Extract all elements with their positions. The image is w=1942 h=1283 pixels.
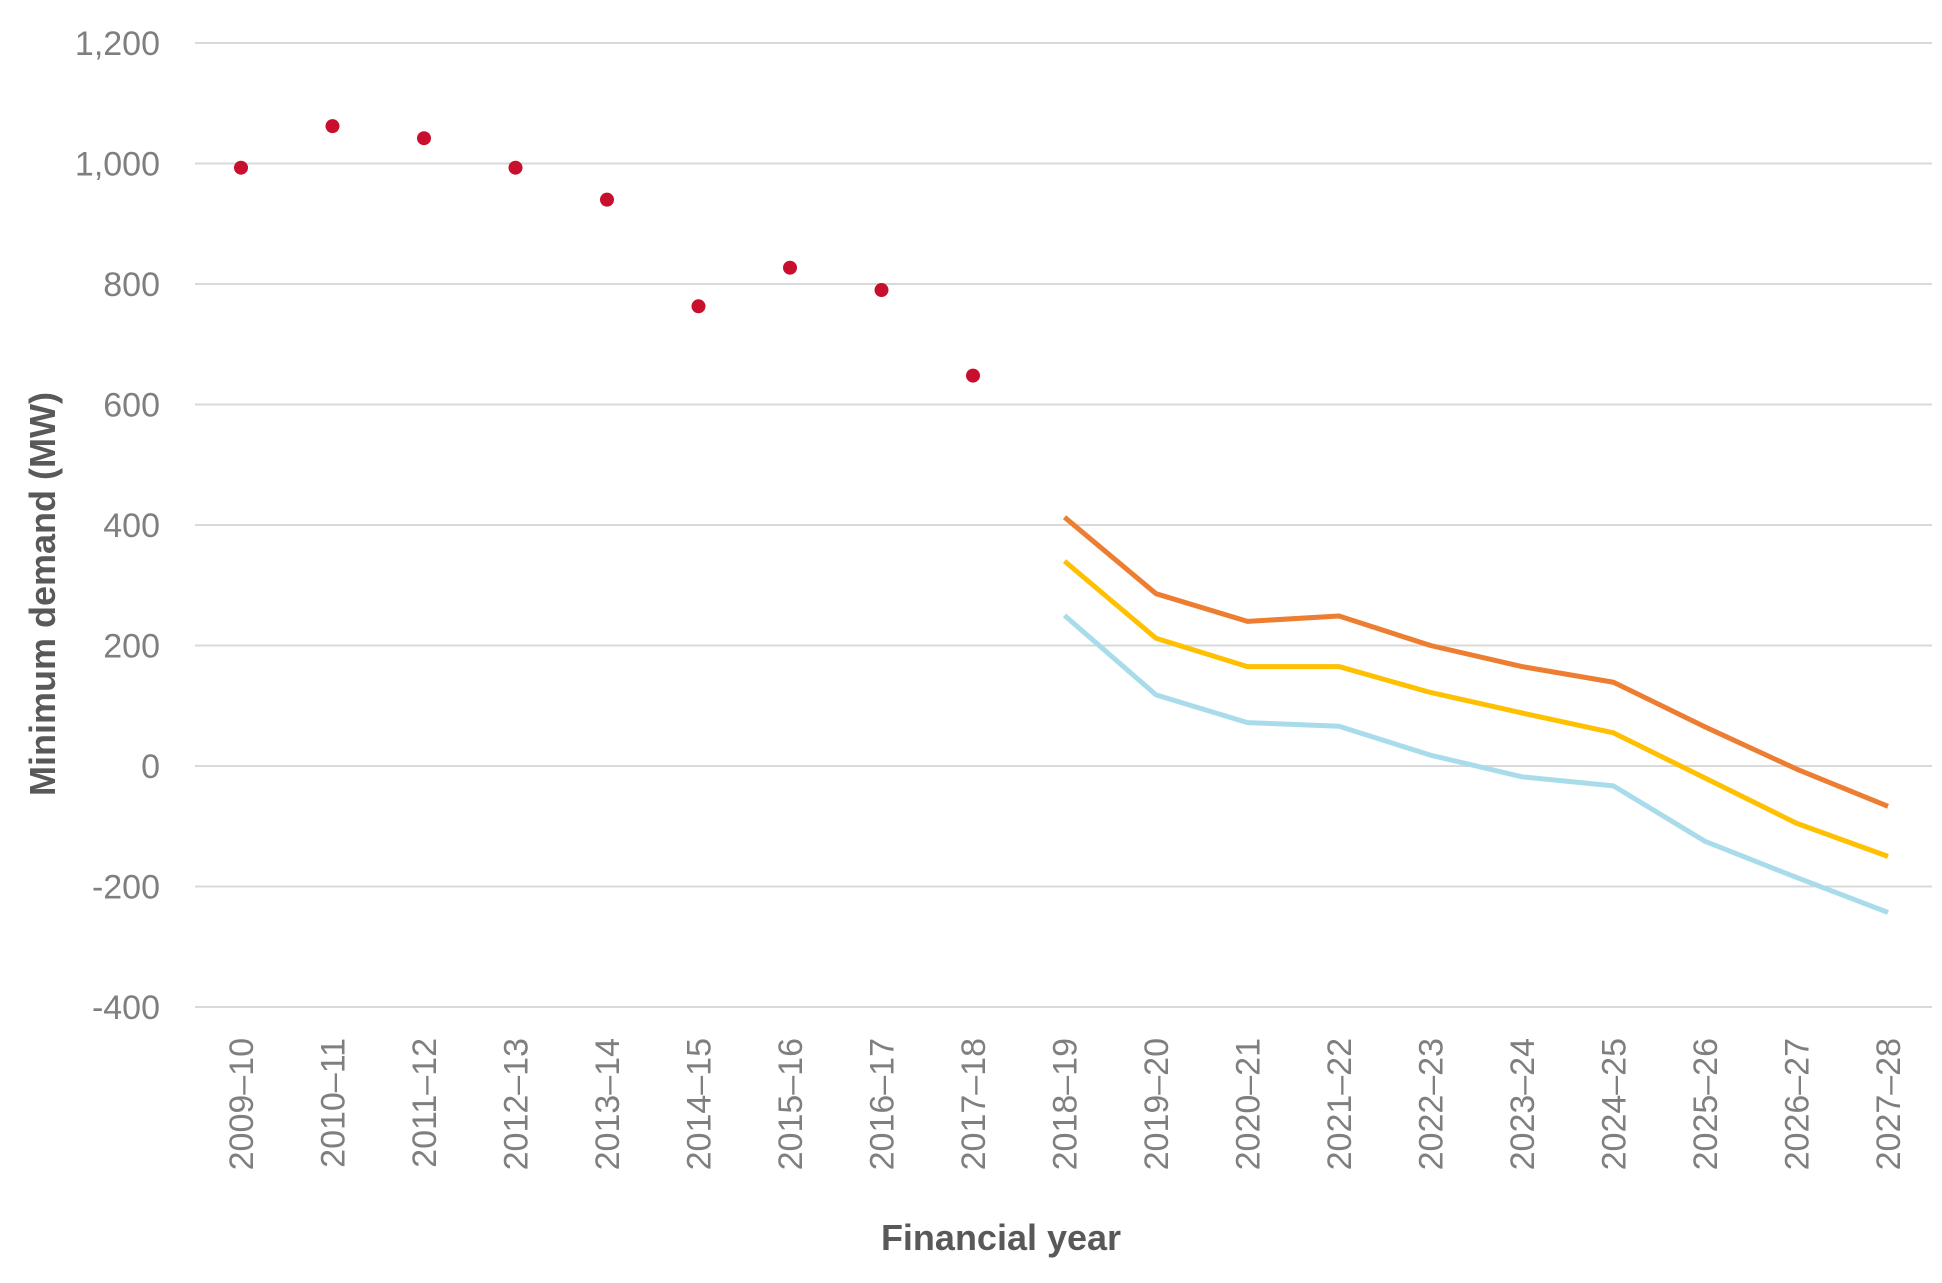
x-tick-label: 2011–12	[406, 1038, 444, 1168]
y-tick-label: -400	[92, 989, 160, 1027]
data-point	[508, 160, 523, 175]
series-line-2	[1062, 559, 1889, 859]
data-point	[417, 131, 431, 146]
y-tick-label: 1,000	[75, 146, 160, 184]
x-tick-label: 2026–27	[1779, 1038, 1817, 1170]
grid-layer	[195, 42, 1932, 1008]
data-point	[234, 160, 248, 175]
y-tick-label: 1,200	[75, 25, 160, 63]
x-tick-labels: 2009–10 2010–11 2011–12 2012–13 2013–14 2014–…	[223, 1038, 1908, 1170]
y-tick-label: 0	[141, 748, 160, 786]
x-tick-label: 2015–16	[772, 1038, 810, 1170]
x-tick-label: 2025–26	[1687, 1038, 1725, 1170]
x-tick-label: 2023–24	[1504, 1038, 1542, 1170]
data-point	[874, 283, 889, 298]
x-tick-label: 2022–23	[1413, 1038, 1451, 1170]
data-point	[783, 260, 797, 275]
x-tick-label: 2024–25	[1596, 1038, 1634, 1170]
series-layer	[234, 119, 1889, 915]
x-tick-label: 2012–13	[498, 1038, 536, 1170]
x-axis-title: Financial year	[881, 1217, 1121, 1258]
x-tick-label: 2027–28	[1870, 1038, 1908, 1170]
y-tick-labels: -400 -200 0 200 400 600 800 1,000 1,200	[75, 25, 160, 1027]
data-point	[600, 192, 614, 207]
x-tick-label: 2009–10	[223, 1038, 261, 1170]
x-tick-label: 2020–21	[1230, 1038, 1268, 1170]
x-tick-label: 2010–11	[315, 1038, 353, 1168]
y-tick-label: 600	[103, 387, 160, 425]
x-tick-label: 2021–22	[1321, 1038, 1359, 1170]
series-line-1	[1062, 515, 1889, 809]
y-tick-label: 400	[103, 507, 160, 545]
data-point	[966, 368, 980, 383]
x-tick-label: 2016–17	[864, 1038, 902, 1170]
y-axis-title: Minimum demand (MW)	[22, 392, 63, 796]
series-line-3	[1062, 613, 1889, 915]
x-tick-label: 2013–14	[589, 1038, 627, 1170]
y-tick-label: -200	[92, 869, 160, 907]
x-tick-label: 2017–18	[955, 1038, 993, 1170]
x-tick-label: 2014–15	[681, 1038, 719, 1170]
data-point	[691, 299, 706, 314]
x-tick-label: 2018–19	[1047, 1038, 1085, 1170]
x-tick-label: 2019–20	[1138, 1038, 1176, 1170]
y-tick-label: 800	[103, 266, 160, 304]
data-point	[325, 119, 340, 134]
y-tick-label: 200	[103, 628, 160, 666]
